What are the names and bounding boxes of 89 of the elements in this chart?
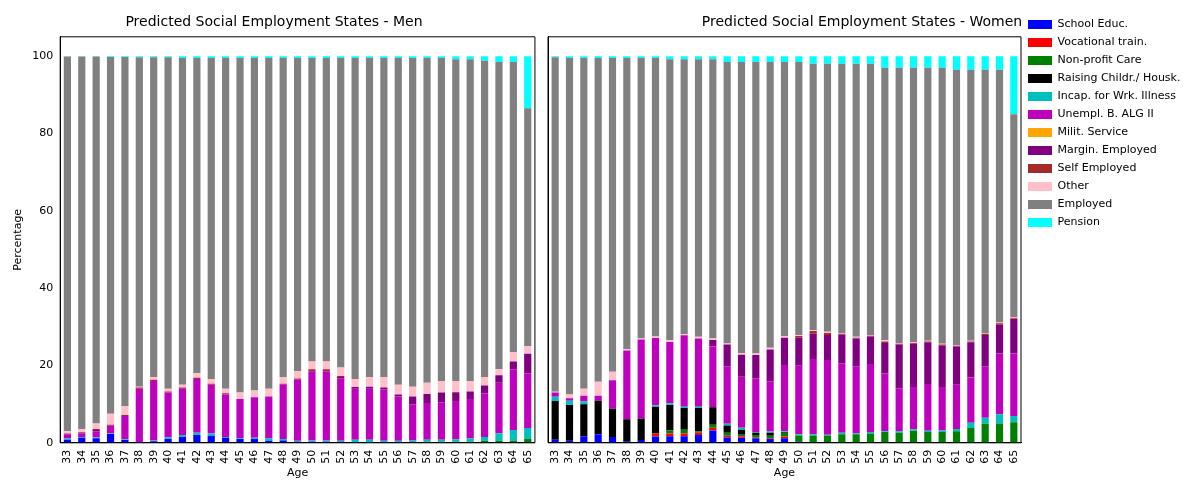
- x-tick-label: 37: [605, 449, 619, 464]
- x-tick-label: 42: [189, 449, 203, 464]
- x-tick-label: 58: [906, 449, 920, 464]
- legend-label: School Educ.: [1057, 17, 1128, 31]
- x-tick-label: 50: [304, 449, 318, 464]
- x-tick-label: 35: [89, 449, 103, 464]
- x-tick-label: 44: [705, 449, 719, 464]
- y-tick-label: 60: [39, 203, 54, 217]
- legend-label: Raising Childr./ Housk.: [1057, 71, 1181, 85]
- x-tick-label: 60: [448, 449, 462, 464]
- x-tick-label: 58: [419, 449, 433, 464]
- x-tick-label: 56: [877, 449, 891, 464]
- x-tick-label: 48: [763, 449, 777, 464]
- x-tick-label: 53: [834, 449, 848, 464]
- x-tick-label: 62: [963, 449, 977, 464]
- y-tick-label: 0: [46, 435, 54, 449]
- x-tick-label: 59: [434, 449, 448, 464]
- x-tick-label: 63: [978, 449, 992, 464]
- x-tick-label: 65: [520, 449, 534, 464]
- x-tick-label: 43: [691, 449, 705, 464]
- legend-label: Margin. Employed: [1057, 143, 1157, 157]
- x-tick-label: 61: [949, 449, 963, 464]
- x-tick-label: 49: [777, 449, 791, 464]
- x-tick-label: 46: [247, 449, 261, 464]
- x-tick-label: 62: [477, 449, 491, 464]
- x-tick-label: 54: [362, 449, 376, 464]
- x-tick-label: 56: [391, 449, 405, 464]
- x-tick-label: 55: [863, 449, 877, 464]
- x-tick-label: 46: [734, 449, 748, 464]
- legend-label: Vocational train.: [1057, 35, 1148, 49]
- x-axis-title: Age: [773, 466, 796, 480]
- x-tick-label: 54: [849, 449, 863, 464]
- x-tick-label: 40: [160, 449, 174, 464]
- x-tick-label: 47: [261, 449, 275, 464]
- x-tick-label: 57: [405, 449, 419, 464]
- x-tick-label: 39: [634, 449, 648, 464]
- x-tick-label: 41: [175, 449, 189, 464]
- legend-label: Pension: [1057, 215, 1100, 229]
- x-tick-label: 61: [463, 449, 477, 464]
- legend-label: Self Employed: [1057, 161, 1137, 175]
- x-tick-label: 57: [892, 449, 906, 464]
- x-tick-label: 52: [333, 449, 347, 464]
- x-tick-label: 44: [218, 449, 232, 464]
- x-tick-label: 65: [1006, 449, 1020, 464]
- x-tick-label: 51: [319, 449, 333, 464]
- legend-label: Incap. for Wrk. Illness: [1057, 89, 1177, 103]
- x-tick-label: 40: [648, 449, 662, 464]
- y-tick-label: 80: [39, 126, 54, 140]
- chart-title: Predicted Social Employment States - Women: [701, 13, 1023, 30]
- x-tick-label: 34: [74, 449, 88, 464]
- x-tick-label: 35: [576, 449, 590, 464]
- x-tick-label: 48: [276, 449, 290, 464]
- x-tick-label: 42: [677, 449, 691, 464]
- x-tick-label: 49: [290, 449, 304, 464]
- x-tick-label: 64: [506, 449, 520, 464]
- y-tick-label: 100: [32, 48, 54, 62]
- y-tick-label: 20: [39, 358, 54, 372]
- legend-label: Employed: [1057, 197, 1113, 211]
- x-tick-label: 45: [232, 449, 246, 464]
- x-tick-label: 34: [562, 449, 576, 464]
- x-tick-label: 37: [117, 449, 131, 464]
- x-tick-label: 33: [60, 449, 74, 464]
- x-tick-label: 36: [591, 449, 605, 464]
- x-tick-label: 36: [103, 449, 117, 464]
- x-tick-label: 64: [992, 449, 1006, 464]
- y-tick-label: 40: [39, 280, 54, 294]
- chart-title: Predicted Social Employment States - Men: [125, 13, 423, 30]
- x-tick-label: 43: [204, 449, 218, 464]
- legend-label: Milit. Service: [1057, 125, 1129, 139]
- x-tick-label: 38: [619, 449, 633, 464]
- legend-label: Non-profit Care: [1057, 53, 1142, 67]
- legend-label: Unempl. B. ALG II: [1057, 107, 1154, 121]
- x-tick-label: 52: [820, 449, 834, 464]
- x-tick-label: 39: [146, 449, 160, 464]
- x-axis-title: Age: [286, 466, 309, 480]
- legend-label: Other: [1057, 179, 1090, 193]
- x-tick-label: 60: [935, 449, 949, 464]
- x-tick-label: 51: [806, 449, 820, 464]
- x-tick-label: 45: [720, 449, 734, 464]
- x-tick-label: 33: [548, 449, 562, 464]
- x-tick-label: 53: [347, 449, 361, 464]
- x-tick-label: 59: [920, 449, 934, 464]
- x-tick-label: 63: [491, 449, 505, 464]
- x-tick-label: 38: [132, 449, 146, 464]
- x-tick-label: 41: [662, 449, 676, 464]
- y-axis-title: Percentage: [11, 208, 25, 271]
- x-tick-label: 50: [791, 449, 805, 464]
- x-tick-label: 55: [376, 449, 390, 464]
- x-tick-label: 47: [748, 449, 762, 464]
